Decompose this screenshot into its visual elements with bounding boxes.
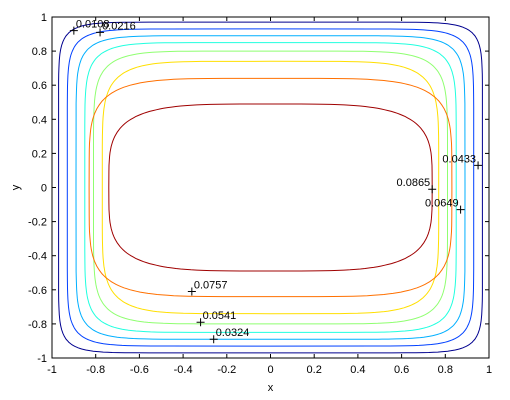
contour-line-6 bbox=[101, 60, 440, 315]
plot-area bbox=[52, 17, 489, 358]
x-tick-label: 0 bbox=[267, 364, 273, 376]
contour-label-marker-2 bbox=[96, 28, 105, 37]
contour-label-8: 0.0865 bbox=[397, 177, 431, 189]
x-tick-label: -0.6 bbox=[130, 364, 149, 376]
y-tick-label: 0.6 bbox=[32, 80, 47, 92]
axis-ticks: -1-1 -0.8 -0.8 -0.6 -0.6 -0.4 -0.4 -0.2 -0.2 0 0 0.… bbox=[28, 12, 492, 376]
x-tick-label: 0.2 bbox=[307, 364, 322, 376]
contour-line-1 bbox=[58, 21, 483, 354]
x-tick-label: -0.8 bbox=[86, 364, 105, 376]
contour-line-2 bbox=[66, 28, 475, 347]
contour-line-5 bbox=[93, 50, 448, 325]
y-tick-label: 0 bbox=[41, 183, 47, 195]
x-tick-label: -0.4 bbox=[174, 364, 193, 376]
contour-label-marker-5 bbox=[196, 318, 205, 327]
contour-line-3 bbox=[75, 35, 466, 340]
x-tick-label: -0.2 bbox=[217, 364, 236, 376]
contour-label-7: 0.0757 bbox=[194, 280, 228, 292]
contour-label-4: 0.0433 bbox=[442, 153, 476, 165]
y-axis-label: y bbox=[10, 184, 22, 190]
y-tick-label: 0.4 bbox=[32, 114, 47, 126]
contour-label-marker-7 bbox=[187, 287, 196, 296]
contour-label-marker-8 bbox=[428, 185, 437, 194]
y-tick-label: 1 bbox=[41, 12, 47, 24]
contour-label-3: 0.0324 bbox=[216, 327, 250, 339]
contour-label-marker-4 bbox=[474, 161, 483, 170]
x-tick-label: 0.8 bbox=[438, 364, 453, 376]
contour-label-marker-6 bbox=[456, 205, 465, 214]
y-tick-label: -0.8 bbox=[28, 319, 47, 331]
y-tick-label: -0.6 bbox=[28, 285, 47, 297]
contour-label-1: 0.0108 bbox=[76, 19, 110, 31]
y-tick-label: 0.2 bbox=[32, 148, 47, 160]
contour-line-7 bbox=[88, 77, 453, 298]
y-tick-label: 0.8 bbox=[32, 46, 47, 58]
x-tick-label: 0.6 bbox=[394, 364, 409, 376]
contour-lines bbox=[58, 21, 483, 354]
contour-line-4 bbox=[84, 42, 457, 333]
x-axis-label: x bbox=[268, 382, 274, 394]
y-tick-label: -0.2 bbox=[28, 217, 47, 229]
y-tick-label: -0.4 bbox=[28, 251, 47, 263]
contour-label-marker-3 bbox=[209, 335, 218, 344]
contour-label-5: 0.0541 bbox=[203, 310, 237, 322]
contour-label-2: 0.0216 bbox=[102, 20, 136, 32]
contour-line-8 bbox=[108, 103, 433, 272]
contour-label-6: 0.0649 bbox=[425, 198, 459, 210]
x-tick-label: 0.4 bbox=[350, 364, 365, 376]
y-tick-label: -1 bbox=[37, 353, 47, 365]
x-tick-label: -1 bbox=[47, 364, 57, 376]
x-tick-label: 1 bbox=[486, 364, 492, 376]
contour-label-marker-1 bbox=[69, 26, 78, 35]
